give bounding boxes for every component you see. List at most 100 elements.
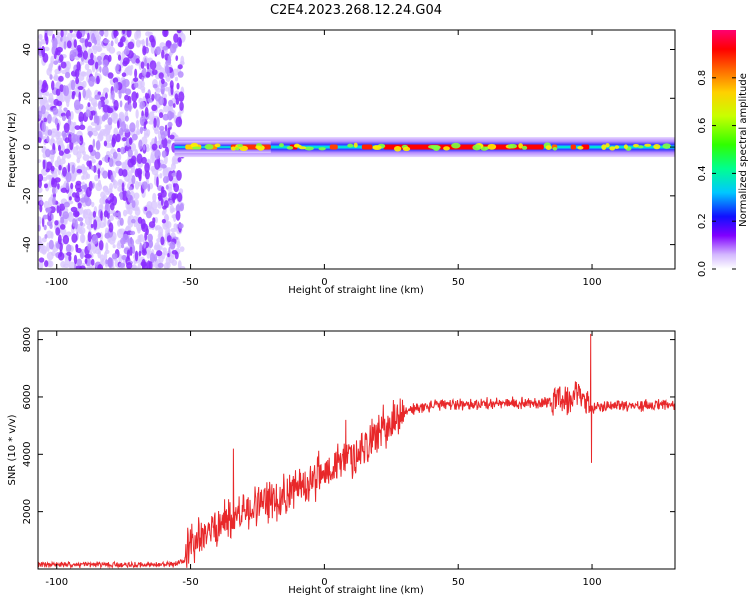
noise-blob xyxy=(75,180,82,186)
colorbar-tick-label: 0.2 xyxy=(697,213,708,229)
noise-blob xyxy=(169,43,177,54)
noise-blob xyxy=(170,84,174,96)
noise-blob xyxy=(122,209,128,217)
noise-blob xyxy=(148,111,155,122)
noise-blob xyxy=(63,40,67,50)
noise-blob xyxy=(94,151,101,160)
noise-blob xyxy=(97,263,104,269)
noise-blob xyxy=(102,65,109,77)
noise-blob xyxy=(96,75,100,85)
noise-blob xyxy=(135,39,141,48)
noise-blob xyxy=(154,46,162,56)
noise-blob xyxy=(45,168,50,173)
noise-blob xyxy=(91,234,99,245)
noise-blob xyxy=(107,117,113,126)
noise-blob xyxy=(44,260,49,268)
noise-blob xyxy=(88,132,92,138)
noise-blob xyxy=(103,140,108,147)
noise-blob xyxy=(131,264,137,269)
signal-speck xyxy=(552,146,558,151)
noise-blob xyxy=(112,179,118,189)
noise-blob xyxy=(70,174,76,182)
x-tick-label: 50 xyxy=(452,577,465,588)
noise-blob xyxy=(51,251,57,257)
noise-blob xyxy=(42,159,46,170)
noise-blob xyxy=(78,111,84,123)
noise-blob xyxy=(105,133,111,143)
signal-speck xyxy=(192,146,201,150)
noise-blob xyxy=(96,43,102,53)
colorbar-label: Normalized spectral amplitude xyxy=(738,73,749,227)
y-tick-label: 4000 xyxy=(22,442,33,467)
y-tick-label: 6000 xyxy=(22,384,33,409)
noise-blob xyxy=(118,254,123,264)
noise-blob xyxy=(105,259,108,265)
noise-blob xyxy=(62,115,66,122)
noise-blob xyxy=(135,109,139,119)
noise-blob xyxy=(110,40,114,47)
noise-blob xyxy=(49,206,56,214)
noise-blob xyxy=(77,217,84,222)
noise-blob xyxy=(112,112,118,118)
noise-blob xyxy=(146,62,150,70)
noise-blob xyxy=(53,98,60,106)
noise-blob xyxy=(77,85,84,91)
snr-y-ticks: 2000 4000 6000 8000 xyxy=(22,327,675,524)
noise-blob xyxy=(174,251,179,260)
noise-blob xyxy=(104,30,109,38)
noise-blob xyxy=(158,72,164,80)
noise-blob xyxy=(47,97,55,104)
signal-speck xyxy=(614,145,620,149)
noise-blob xyxy=(63,201,70,208)
noise-blob xyxy=(69,30,73,34)
noise-blob xyxy=(74,125,81,130)
noise-blob xyxy=(176,82,180,90)
noise-blob xyxy=(177,260,182,269)
noise-blob xyxy=(42,176,48,182)
noise-blob xyxy=(100,191,106,199)
noise-blob xyxy=(134,68,138,79)
noise-blob xyxy=(128,102,132,113)
noise-blob xyxy=(73,254,78,265)
noise-blob xyxy=(46,135,50,142)
noise-blob xyxy=(45,207,49,213)
noise-blob xyxy=(79,265,86,269)
noise-blob xyxy=(46,113,52,124)
noise-blob xyxy=(58,75,64,82)
colorbar-ticks: 0.0 0.2 0.4 0.6 0.8 xyxy=(697,70,736,277)
noise-blob xyxy=(104,92,108,99)
noise-blob xyxy=(156,245,163,251)
noise-blob xyxy=(123,48,130,56)
spectrogram-y-ticks: -40 -20 0 20 40 xyxy=(22,43,675,253)
noise-blob xyxy=(62,33,67,41)
noise-blob xyxy=(177,156,182,163)
noise-blob xyxy=(84,63,90,71)
signal-ridge xyxy=(570,144,576,150)
signal-speck xyxy=(318,147,326,151)
noise-blob xyxy=(112,77,119,84)
noise-blob xyxy=(144,162,150,173)
noise-blob xyxy=(94,39,98,45)
noise-blob xyxy=(40,39,47,45)
noise-blob xyxy=(167,252,170,258)
noise-blob xyxy=(129,122,136,133)
noise-blob xyxy=(178,223,184,229)
noise-blob xyxy=(109,215,114,222)
noise-blob xyxy=(176,240,181,249)
noise-blob xyxy=(133,192,140,200)
noise-blob xyxy=(48,175,53,180)
noise-blob xyxy=(144,57,147,67)
noise-blob xyxy=(86,160,92,167)
noise-blob xyxy=(90,52,94,61)
noise-blob xyxy=(137,181,142,187)
noise-blob xyxy=(167,127,171,138)
noise-blob xyxy=(100,210,103,221)
noise-blob xyxy=(130,230,136,236)
snr-frame xyxy=(37,330,676,570)
noise-blob xyxy=(157,262,164,268)
noise-blob xyxy=(163,104,169,113)
noise-blob xyxy=(136,153,143,165)
signal-ridge xyxy=(581,144,590,150)
noise-blob xyxy=(129,158,135,164)
signal-speck xyxy=(653,143,661,150)
